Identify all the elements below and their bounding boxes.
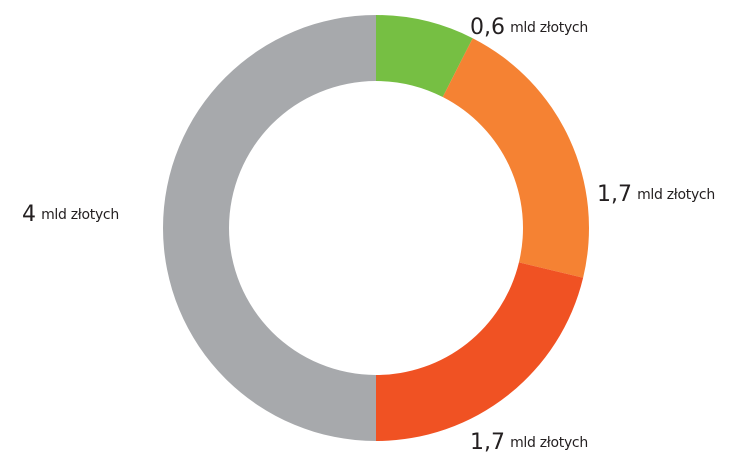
data-label-value: 0,6 (470, 15, 505, 40)
data-label-unit: mld złotych (510, 435, 588, 451)
data-label-unit: mld złotych (637, 187, 715, 203)
data-label: 0,6 mld złotych (470, 15, 588, 40)
data-label: 1,7 mld złotych (470, 430, 588, 455)
donut-segment (442, 38, 589, 278)
data-label: 4 mld złotych (22, 202, 119, 227)
data-label-unit: mld złotych (510, 20, 588, 36)
data-label-unit: mld złotych (41, 207, 119, 223)
data-label-value: 1,7 (597, 182, 632, 207)
donut-segment (376, 262, 584, 442)
data-label-value: 4 (22, 202, 36, 227)
data-label: 1,7 mld złotych (597, 182, 715, 207)
data-label-value: 1,7 (470, 430, 505, 455)
donut-segment (376, 15, 473, 98)
donut-segment (163, 15, 376, 441)
